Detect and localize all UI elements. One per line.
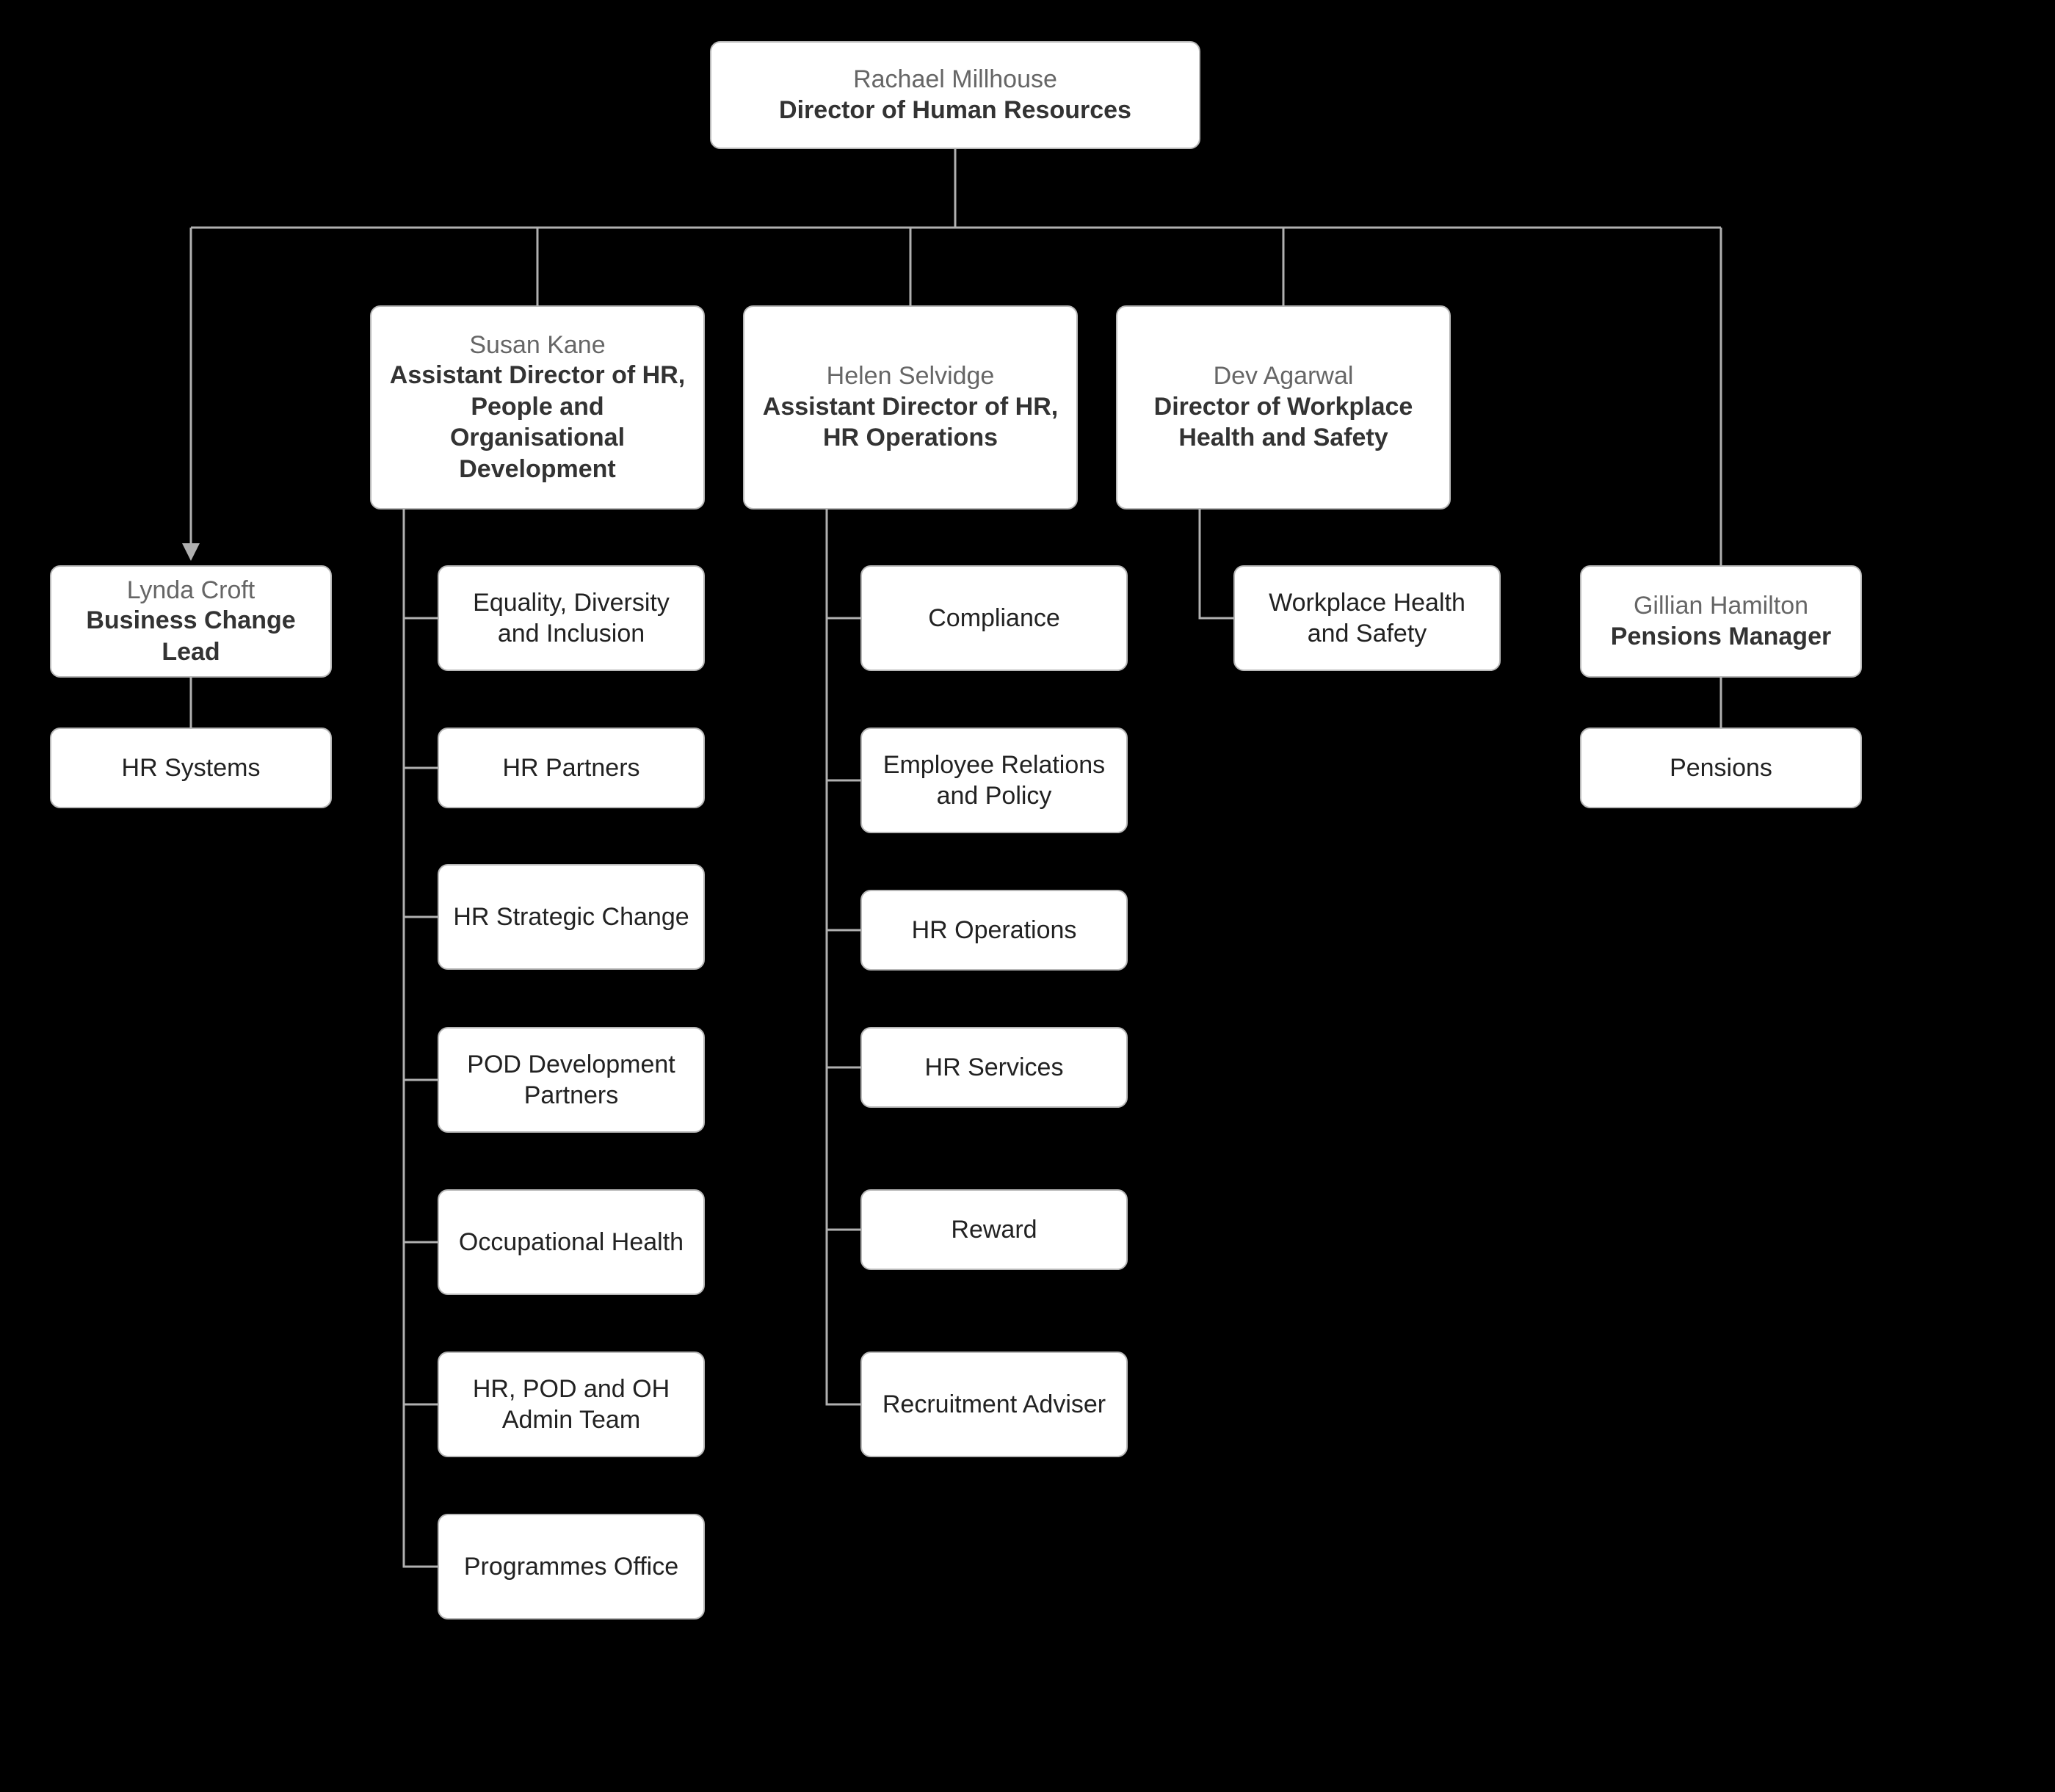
person-name: Susan Kane	[469, 330, 605, 360]
helen-item: HR Operations	[860, 890, 1128, 971]
susan-item: HR, POD and OH Admin Team	[438, 1352, 705, 1457]
node-business-change-lead: Lynda Croft Business Change Lead	[50, 565, 332, 678]
node-label: POD Development Partners	[452, 1049, 690, 1111]
susan-item: Equality, Diversity and Inclusion	[438, 565, 705, 671]
node-label: Employee Relations and Policy	[875, 750, 1113, 812]
node-pensions: Pensions	[1580, 728, 1862, 808]
node-label: Equality, Diversity and Inclusion	[452, 587, 690, 650]
node-label: HR Partners	[502, 752, 639, 784]
susan-item: HR Partners	[438, 728, 705, 808]
node-label: Workplace Health and Safety	[1248, 587, 1486, 650]
person-name: Gillian Hamilton	[1634, 591, 1808, 621]
susan-item: HR Strategic Change	[438, 864, 705, 970]
susan-item: Occupational Health	[438, 1189, 705, 1295]
node-label: HR Services	[925, 1052, 1064, 1084]
helen-item: Reward	[860, 1189, 1128, 1270]
org-chart-canvas: Rachael Millhouse Director of Human Reso…	[0, 0, 2055, 1792]
node-label: Occupational Health	[459, 1227, 684, 1258]
dev-item: Workplace Health and Safety	[1233, 565, 1501, 671]
node-director-workplace-hs: Dev Agarwal Director of Workplace Health…	[1116, 305, 1451, 509]
person-name: Lynda Croft	[127, 576, 255, 606]
person-title: Assistant Director of HR, People and Org…	[385, 360, 690, 485]
node-pensions-manager: Gillian Hamilton Pensions Manager	[1580, 565, 1862, 678]
susan-item: POD Development Partners	[438, 1027, 705, 1133]
person-name: Dev Agarwal	[1214, 361, 1354, 391]
node-hr-systems: HR Systems	[50, 728, 332, 808]
node-label: Recruitment Adviser	[882, 1389, 1106, 1421]
person-name: Helen Selvidge	[827, 361, 995, 391]
node-label: Reward	[951, 1214, 1037, 1246]
node-label: HR Systems	[122, 752, 261, 784]
susan-item: Programmes Office	[438, 1514, 705, 1619]
person-title: Business Change Lead	[65, 605, 317, 667]
node-label: Compliance	[928, 603, 1060, 634]
helen-item: Employee Relations and Policy	[860, 728, 1128, 833]
person-title: Director of Human Resources	[779, 95, 1131, 126]
node-label: Pensions	[1670, 752, 1772, 784]
node-assistant-director-hr-ops: Helen Selvidge Assistant Director of HR,…	[743, 305, 1078, 509]
helen-item: HR Services	[860, 1027, 1128, 1108]
node-director-hr: Rachael Millhouse Director of Human Reso…	[710, 41, 1200, 149]
node-label: HR, POD and OH Admin Team	[452, 1374, 690, 1436]
person-title: Assistant Director of HR, HR Operations	[758, 391, 1063, 454]
node-label: HR Operations	[912, 915, 1077, 946]
node-assistant-director-pod: Susan Kane Assistant Director of HR, Peo…	[370, 305, 705, 509]
helen-item: Recruitment Adviser	[860, 1352, 1128, 1457]
node-label: Programmes Office	[464, 1551, 678, 1583]
person-title: Director of Workplace Health and Safety	[1131, 391, 1436, 454]
helen-item: Compliance	[860, 565, 1128, 671]
person-title: Pensions Manager	[1611, 621, 1831, 653]
node-label: HR Strategic Change	[453, 902, 689, 933]
person-name: Rachael Millhouse	[853, 65, 1057, 95]
